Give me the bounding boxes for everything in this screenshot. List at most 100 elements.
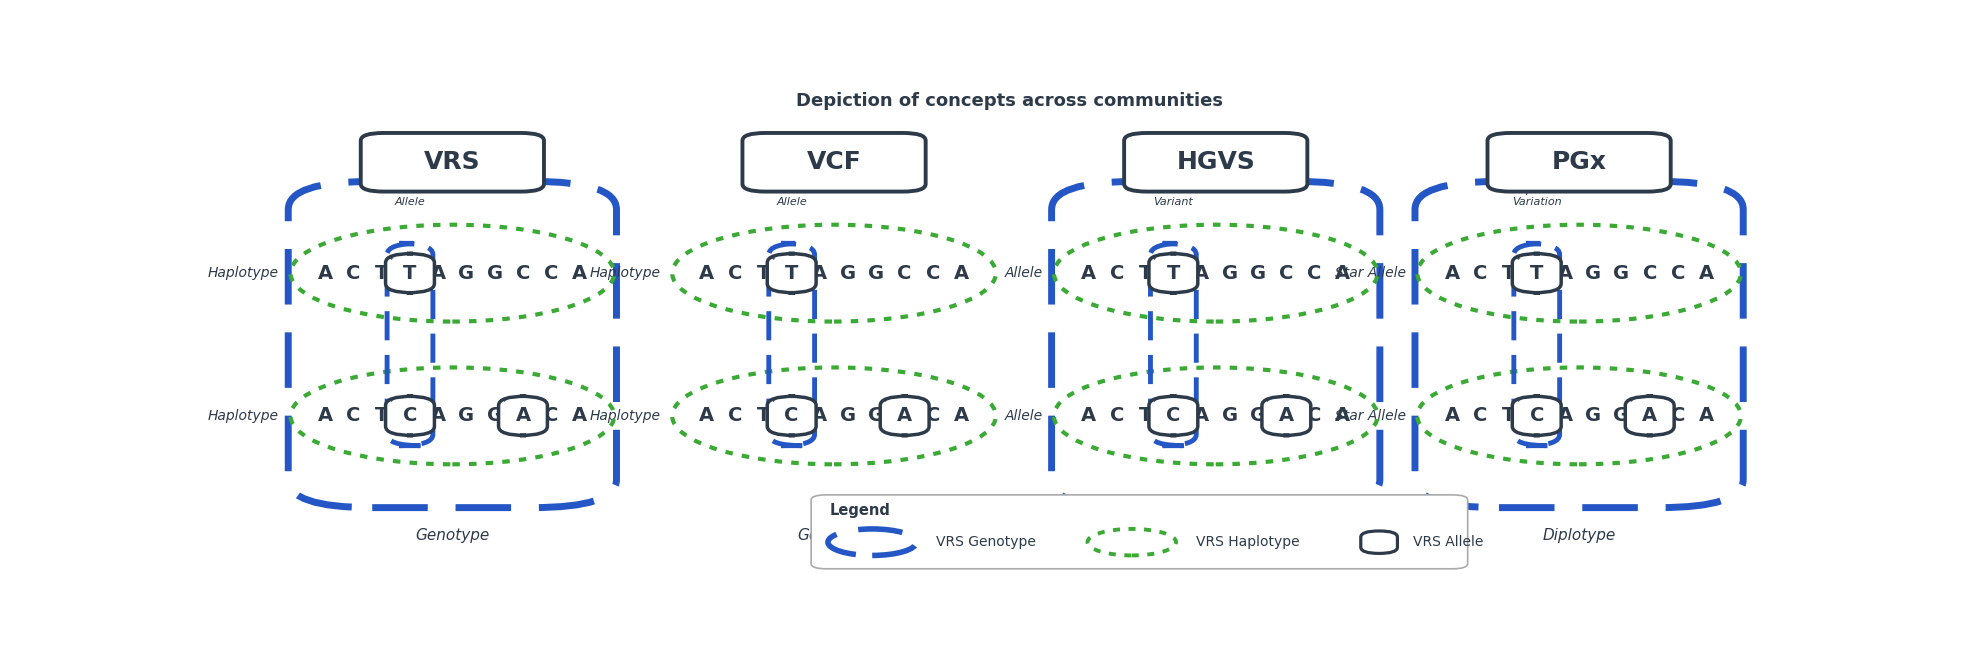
Text: G: G <box>1251 263 1267 283</box>
Text: C: C <box>1474 263 1487 283</box>
Text: G: G <box>1586 406 1602 426</box>
Text: Haplotype: Haplotype <box>589 409 660 423</box>
Text: *: * <box>1152 256 1156 265</box>
Text: C: C <box>1474 406 1487 426</box>
Text: A: A <box>1194 406 1210 426</box>
Text: C: C <box>516 263 530 283</box>
Text: Depiction of concepts across communities: Depiction of concepts across communities <box>796 92 1223 110</box>
FancyBboxPatch shape <box>1149 254 1198 293</box>
Text: VRS Genotype: VRS Genotype <box>936 535 1036 549</box>
FancyBboxPatch shape <box>766 397 816 436</box>
Text: A: A <box>516 406 530 426</box>
Text: Allele: Allele <box>394 197 426 207</box>
Text: C: C <box>1671 406 1684 426</box>
Text: A: A <box>953 263 969 283</box>
Text: C: C <box>1166 406 1180 426</box>
FancyBboxPatch shape <box>1513 254 1560 293</box>
Text: T: T <box>784 263 798 283</box>
Text: Diplotype: Diplotype <box>1543 528 1615 543</box>
Text: G: G <box>459 406 475 426</box>
Text: Star Allele: Star Allele <box>1336 266 1407 280</box>
Text: Genotype: Genotype <box>416 528 489 543</box>
Text: C: C <box>926 406 940 426</box>
Text: A: A <box>1336 263 1349 283</box>
Text: A: A <box>1698 406 1714 426</box>
Text: Variant: Variant <box>1154 197 1194 207</box>
Text: *: * <box>388 256 394 265</box>
Text: T: T <box>404 263 418 283</box>
Text: G: G <box>459 263 475 283</box>
Text: G: G <box>1251 406 1267 426</box>
FancyBboxPatch shape <box>498 397 548 436</box>
Text: A: A <box>317 263 333 283</box>
Text: In-trans Alleles: In-trans Alleles <box>1158 528 1273 543</box>
FancyBboxPatch shape <box>1263 397 1310 436</box>
Text: T: T <box>756 406 770 426</box>
Text: C: C <box>729 263 743 283</box>
Text: Haplotype: Haplotype <box>209 266 280 280</box>
Text: C: C <box>784 406 800 426</box>
Text: T: T <box>1531 263 1543 283</box>
Text: Haplotype: Haplotype <box>209 409 280 423</box>
Text: VRS Haplotype: VRS Haplotype <box>1196 535 1300 549</box>
Text: A: A <box>1558 406 1572 426</box>
Text: G: G <box>1221 406 1237 426</box>
Text: *: * <box>770 256 774 265</box>
Text: A: A <box>1279 406 1294 426</box>
Text: T: T <box>756 263 770 283</box>
FancyBboxPatch shape <box>1125 133 1308 191</box>
Text: *: * <box>388 399 394 407</box>
Text: *: * <box>1152 399 1156 407</box>
FancyBboxPatch shape <box>1625 397 1674 436</box>
FancyBboxPatch shape <box>1513 397 1560 436</box>
Text: A: A <box>896 406 912 426</box>
Text: Allele: Allele <box>776 197 808 207</box>
Text: G: G <box>1221 263 1237 283</box>
Text: A: A <box>812 406 827 426</box>
Text: A: A <box>1082 263 1095 283</box>
Text: C: C <box>544 263 558 283</box>
Text: C: C <box>1109 263 1125 283</box>
Text: *: * <box>883 399 888 407</box>
Text: G: G <box>487 406 502 426</box>
Text: T: T <box>1501 263 1515 283</box>
Text: A: A <box>431 263 445 283</box>
Text: C: C <box>898 263 912 283</box>
Text: A: A <box>317 406 333 426</box>
Text: Legend: Legend <box>829 503 890 518</box>
Text: HGVS: HGVS <box>1176 150 1255 174</box>
FancyBboxPatch shape <box>881 397 930 436</box>
Text: Genotype: Genotype <box>798 528 871 543</box>
Text: *: * <box>1629 399 1633 407</box>
Text: A: A <box>953 406 969 426</box>
Text: A: A <box>1558 263 1572 283</box>
Text: VRS Allele: VRS Allele <box>1412 535 1483 549</box>
Text: C: C <box>926 263 940 283</box>
Text: T: T <box>1139 263 1152 283</box>
Text: G: G <box>869 263 885 283</box>
Text: T: T <box>374 263 388 283</box>
Text: PGx: PGx <box>1552 150 1608 174</box>
Text: *: * <box>1515 256 1521 265</box>
FancyBboxPatch shape <box>812 495 1468 569</box>
Text: VCF: VCF <box>806 150 861 174</box>
Text: A: A <box>1698 263 1714 283</box>
Text: C: C <box>1308 263 1322 283</box>
FancyBboxPatch shape <box>361 133 544 191</box>
Text: C: C <box>1671 263 1684 283</box>
Text: C: C <box>729 406 743 426</box>
FancyBboxPatch shape <box>1149 397 1198 436</box>
Text: Star Allele: Star Allele <box>1336 409 1407 423</box>
Text: T: T <box>1501 406 1515 426</box>
Text: G: G <box>1613 263 1629 283</box>
Text: VRS: VRS <box>424 150 481 174</box>
Text: *: * <box>1265 399 1269 407</box>
Text: C: C <box>1279 263 1294 283</box>
Text: G: G <box>1613 406 1629 426</box>
Text: Sequence
Variation: Sequence Variation <box>1509 185 1564 207</box>
Text: A: A <box>1082 406 1095 426</box>
FancyBboxPatch shape <box>766 254 816 293</box>
Text: A: A <box>1336 406 1349 426</box>
Text: T: T <box>374 406 388 426</box>
Text: Allele: Allele <box>1005 409 1042 423</box>
